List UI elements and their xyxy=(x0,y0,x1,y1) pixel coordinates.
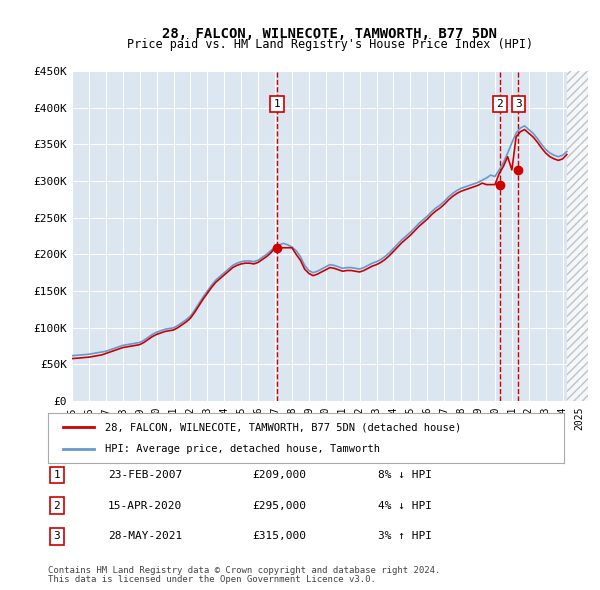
Text: £315,000: £315,000 xyxy=(252,532,306,541)
Text: HPI: Average price, detached house, Tamworth: HPI: Average price, detached house, Tamw… xyxy=(105,444,380,454)
Text: 4% ↓ HPI: 4% ↓ HPI xyxy=(378,501,432,510)
Text: 2: 2 xyxy=(53,501,61,510)
Text: 28, FALCON, WILNECOTE, TAMWORTH, B77 5DN (detached house): 28, FALCON, WILNECOTE, TAMWORTH, B77 5DN… xyxy=(105,422,461,432)
Text: £295,000: £295,000 xyxy=(252,501,306,510)
Text: £209,000: £209,000 xyxy=(252,470,306,480)
Text: 28-MAY-2021: 28-MAY-2021 xyxy=(108,532,182,541)
Text: 28, FALCON, WILNECOTE, TAMWORTH, B77 5DN: 28, FALCON, WILNECOTE, TAMWORTH, B77 5DN xyxy=(163,27,497,41)
Text: 2: 2 xyxy=(497,99,503,109)
Text: 15-APR-2020: 15-APR-2020 xyxy=(108,501,182,510)
Text: 23-FEB-2007: 23-FEB-2007 xyxy=(108,470,182,480)
Text: Contains HM Land Registry data © Crown copyright and database right 2024.: Contains HM Land Registry data © Crown c… xyxy=(48,566,440,575)
Text: This data is licensed under the Open Government Licence v3.0.: This data is licensed under the Open Gov… xyxy=(48,575,376,584)
Text: 8% ↓ HPI: 8% ↓ HPI xyxy=(378,470,432,480)
Text: Price paid vs. HM Land Registry's House Price Index (HPI): Price paid vs. HM Land Registry's House … xyxy=(127,38,533,51)
Text: 3% ↑ HPI: 3% ↑ HPI xyxy=(378,532,432,541)
Text: 3: 3 xyxy=(515,99,521,109)
Text: 1: 1 xyxy=(274,99,281,109)
Text: 3: 3 xyxy=(53,532,61,541)
Text: 1: 1 xyxy=(53,470,61,480)
